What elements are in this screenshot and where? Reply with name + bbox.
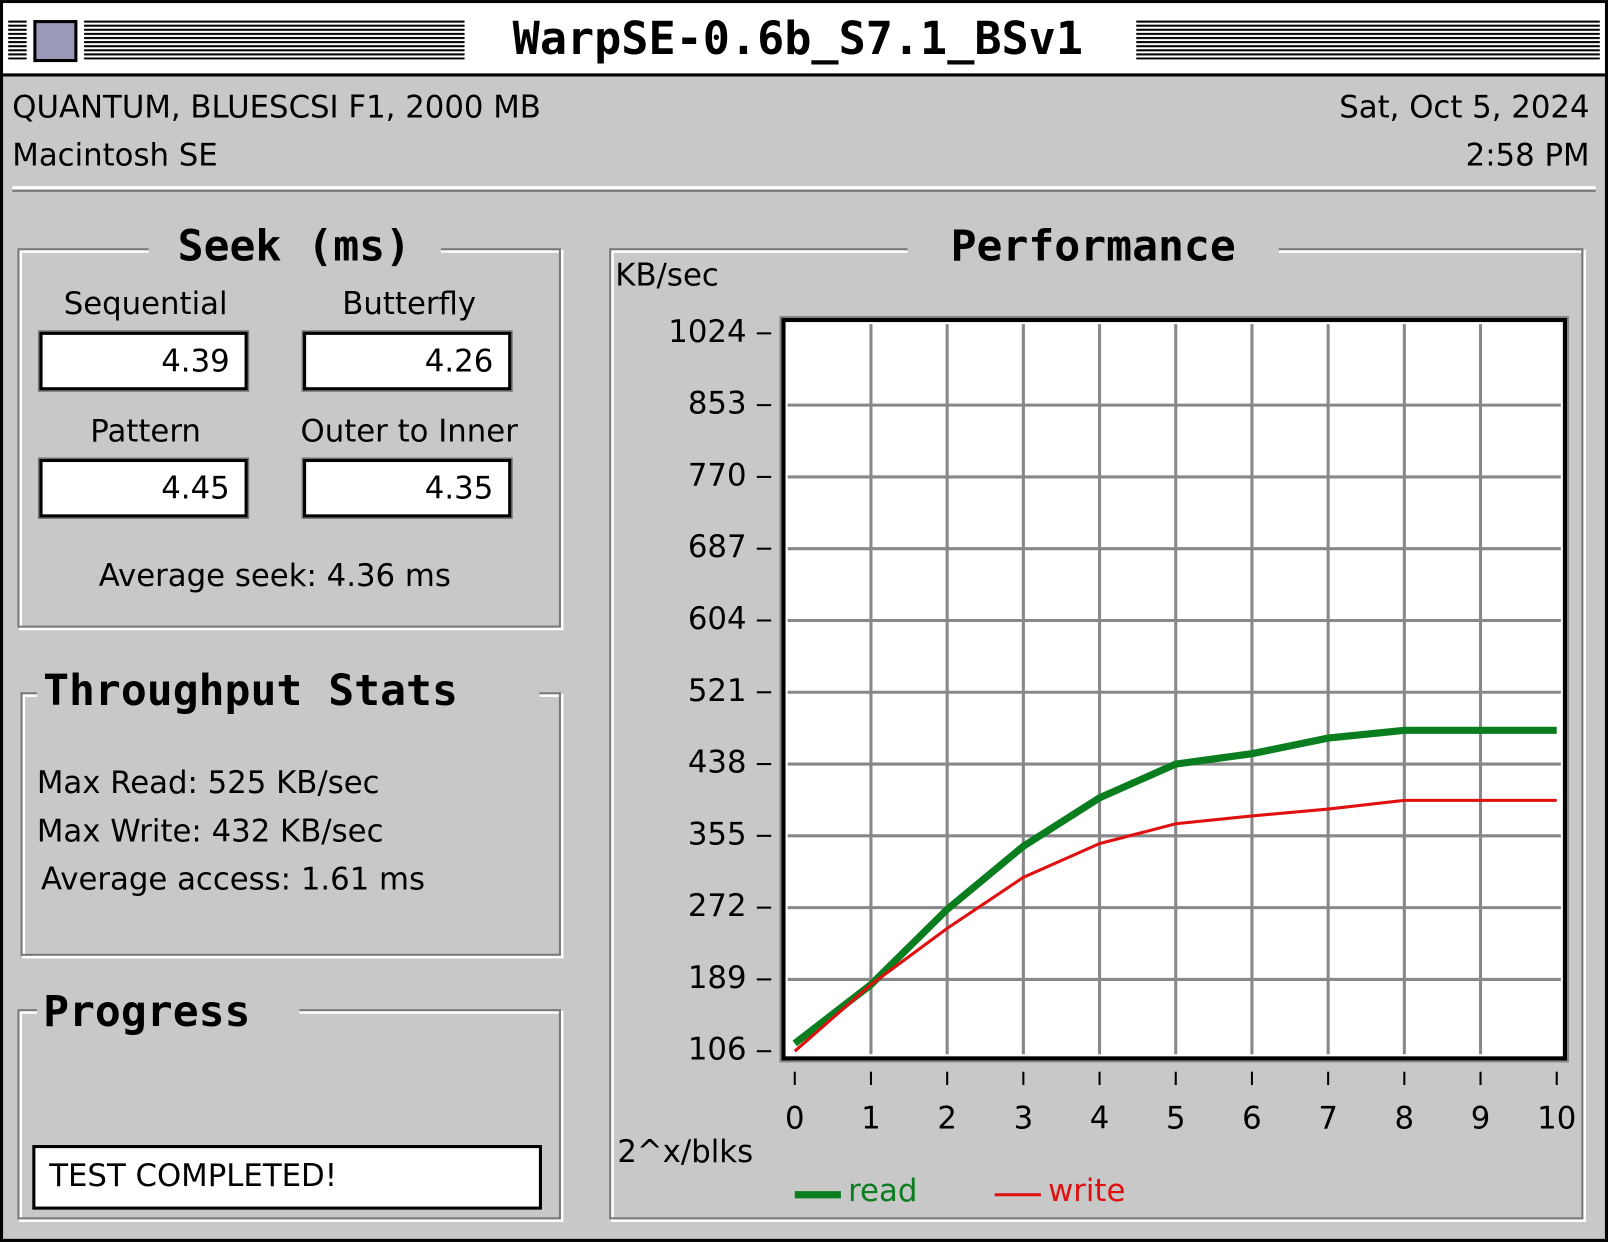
group-title-bg <box>36 988 300 1038</box>
x-tick-label: 7 <box>1318 1100 1338 1136</box>
y-tick-label: 438 <box>688 745 747 781</box>
field-value: 4.26 <box>425 344 493 380</box>
y-tick-label: 604 <box>688 601 747 637</box>
drive-info: QUANTUM, BLUESCSI F1, 2000 MB <box>12 89 541 125</box>
x-tick-label: 1 <box>861 1100 881 1136</box>
y-tick-label: 770 <box>688 457 747 493</box>
field-box <box>303 458 512 518</box>
y-tick-label: 521 <box>688 673 747 709</box>
field-label: Butterfly <box>342 286 476 322</box>
y-tick-label: 853 <box>688 386 747 422</box>
date: Sat, Oct 5, 2024 <box>1339 89 1589 125</box>
x-tick-label: 6 <box>1242 1100 1262 1136</box>
x-tick-label: 2 <box>937 1100 957 1136</box>
title-bg <box>471 14 1131 68</box>
x-tick-label: 4 <box>1090 1100 1110 1136</box>
title-stripes <box>1136 20 1600 60</box>
seek-fields: Sequential 4.39 Butterfly 4.26 Pattern 4.45 Ou… <box>37 286 519 519</box>
status-box <box>32 1145 542 1210</box>
y-tick-label: 687 <box>688 529 747 565</box>
x-tick-label: 5 <box>1166 1100 1186 1136</box>
throughput-line: Average access: 1.61 ms <box>41 861 425 897</box>
x-tick-label: 9 <box>1471 1100 1491 1136</box>
legend-label: read <box>848 1173 917 1209</box>
y-tick-label: 1024 <box>668 314 746 350</box>
x-tick-label: 3 <box>1014 1100 1034 1136</box>
group-title-bg <box>36 668 540 718</box>
series-line <box>793 798 1557 1053</box>
y-tick-label: 189 <box>688 960 747 996</box>
title-stripes <box>8 20 465 60</box>
throughput-line: Max Read: 525 KB/sec <box>37 765 380 801</box>
progress-title: Progress <box>43 987 250 1037</box>
group-title-bg <box>907 225 1279 273</box>
chart-title: Performance <box>951 222 1236 272</box>
window-title: WarpSE-0.6b_S7.1_BSv1 <box>513 12 1083 65</box>
average-seek: Average seek: 4.36 ms <box>99 558 451 594</box>
x-axis-label: 2^x/blks <box>617 1134 753 1170</box>
x-tick-label: 0 <box>785 1100 805 1136</box>
series-line <box>792 726 1557 1047</box>
machine: Macintosh SE <box>12 137 217 173</box>
status: TEST COMPLETED! <box>48 1158 337 1194</box>
group-title-bg <box>148 225 441 272</box>
field-box <box>303 331 512 391</box>
y-tick-label: 355 <box>688 816 747 852</box>
field-value: 4.39 <box>161 344 229 380</box>
throughput-line: Max Write: 432 KB/sec <box>37 813 384 849</box>
y-axis-label: KB/sec <box>615 257 718 293</box>
field-label: Outer to Inner <box>301 413 519 449</box>
close-box[interactable] <box>33 20 78 63</box>
field-label: Pattern <box>90 413 201 449</box>
legend-label: write <box>1048 1173 1125 1209</box>
x-tick-label: 10 <box>1537 1100 1576 1136</box>
field-value: 4.45 <box>161 471 229 507</box>
field-label: Sequential <box>64 286 228 322</box>
throughput-title: Throughput Stats <box>43 666 458 716</box>
field-box <box>39 458 248 518</box>
field-box <box>39 331 248 391</box>
x-tick-label: 8 <box>1395 1100 1415 1136</box>
y-tick-label: 106 <box>688 1032 747 1068</box>
y-tick-label: 272 <box>688 888 747 924</box>
time: 2:58 PM <box>1466 137 1590 173</box>
field-value: 4.35 <box>425 471 493 507</box>
seek-title: Seek (ms) <box>178 222 411 272</box>
